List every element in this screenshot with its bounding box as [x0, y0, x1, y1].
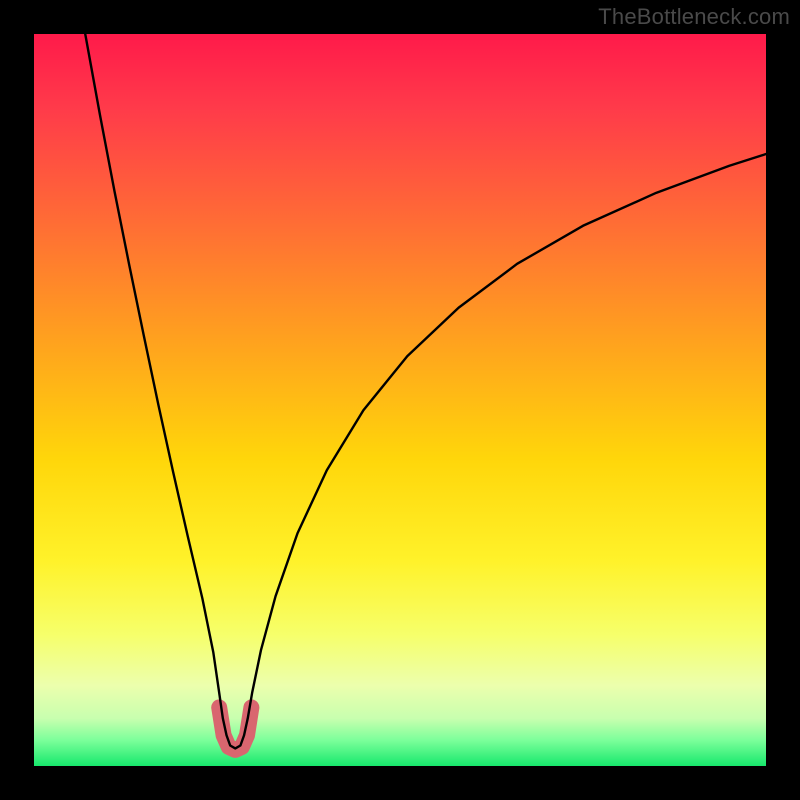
chart-svg	[34, 34, 766, 766]
watermark-text: TheBottleneck.com	[598, 4, 790, 30]
plot-area	[34, 34, 766, 766]
gradient-background	[34, 34, 766, 766]
chart-frame: TheBottleneck.com	[0, 0, 800, 800]
